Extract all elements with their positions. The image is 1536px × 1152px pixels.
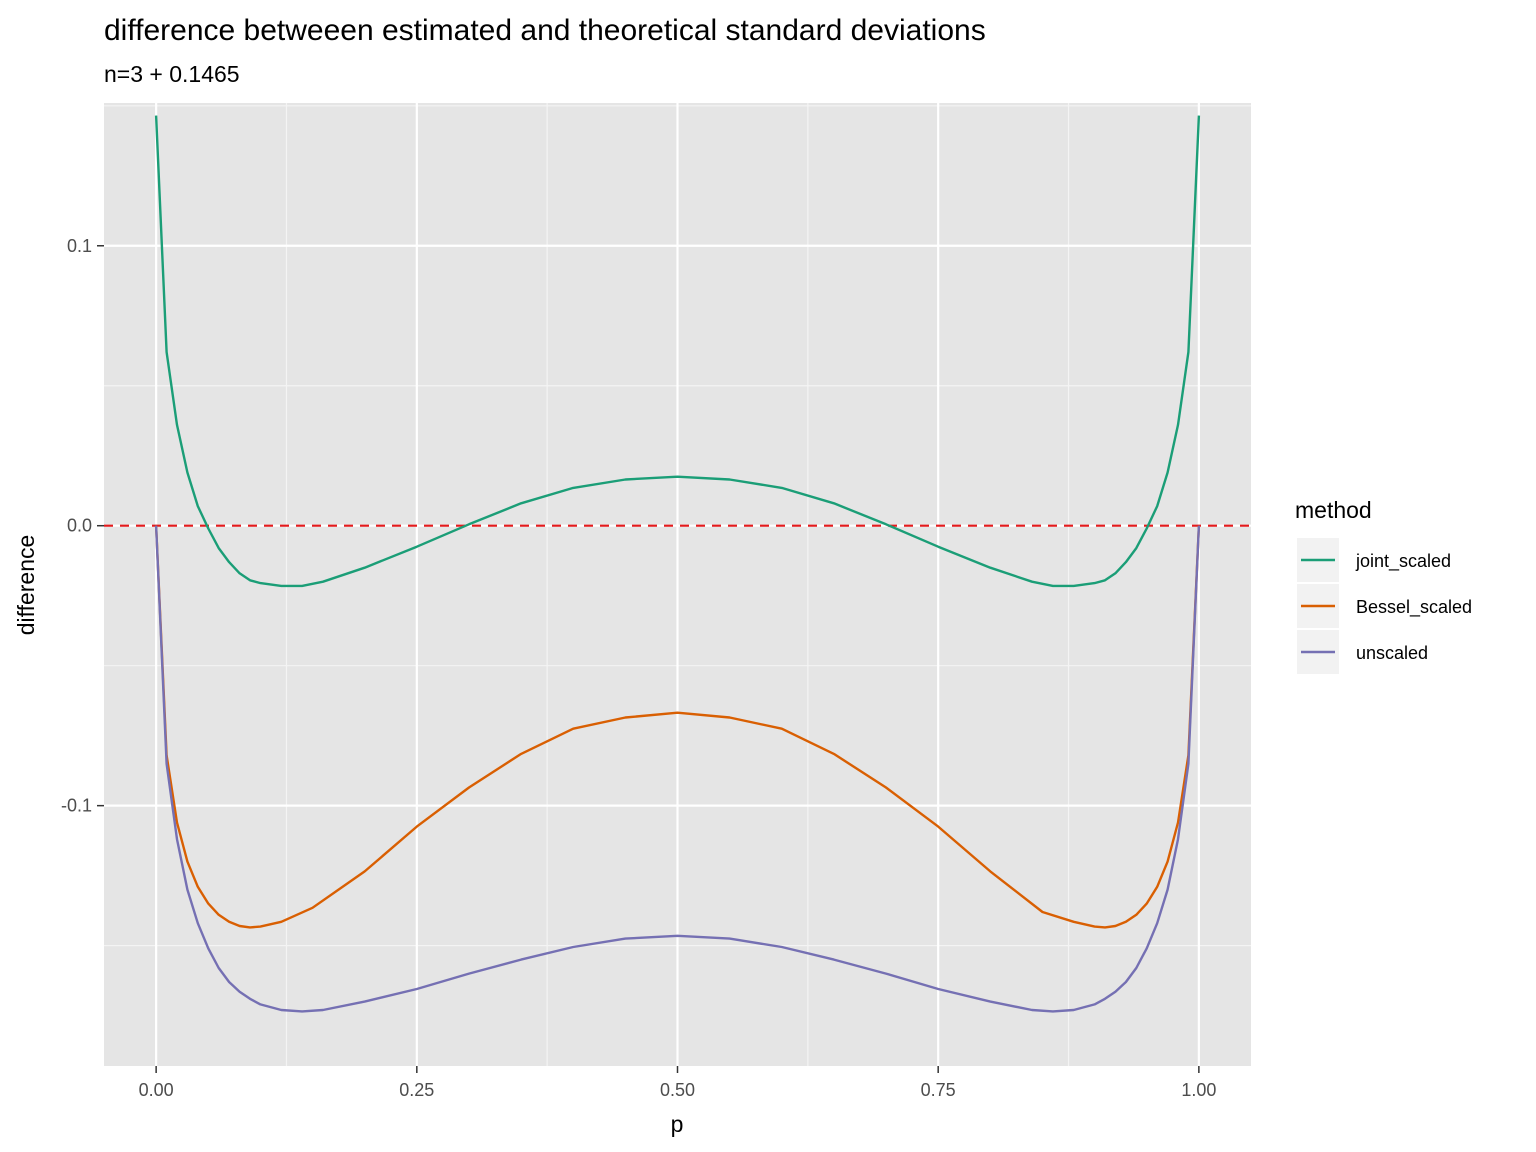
series-layer — [154, 115, 1201, 1013]
x-axis-title: p — [671, 1111, 684, 1137]
y-axis-title: difference — [13, 535, 39, 636]
y-tick-label: 0.1 — [67, 236, 92, 256]
legend-label: unscaled — [1356, 643, 1428, 663]
x-tick-label: 0.75 — [921, 1080, 956, 1100]
x-tick-label: 0.50 — [660, 1080, 695, 1100]
legend: method joint_scaled Bessel_scaled unscaled — [1295, 497, 1472, 674]
legend-label: Bessel_scaled — [1356, 597, 1472, 618]
y-tick-label: -0.1 — [61, 796, 92, 816]
y-axis: -0.1 0.0 0.1 — [61, 236, 104, 816]
x-tick-label: 0.00 — [139, 1080, 174, 1100]
grid-major — [104, 103, 1251, 1066]
chart-subtitle: n=3 + 0.1465 — [104, 61, 240, 87]
legend-title: method — [1295, 497, 1372, 523]
legend-label: joint_scaled — [1355, 551, 1451, 572]
series-line-Bessel_scaled — [154, 525, 1201, 929]
series-line-unscaled — [154, 525, 1201, 1013]
y-tick-label: 0.0 — [67, 516, 92, 536]
x-axis: 0.00 0.25 0.50 0.75 1.00 — [139, 1066, 1216, 1100]
x-tick-label: 1.00 — [1181, 1080, 1216, 1100]
x-tick-label: 0.25 — [399, 1080, 434, 1100]
chart-title: difference betweeen estimated and theore… — [104, 14, 986, 47]
series-line-joint_scaled — [154, 115, 1201, 588]
